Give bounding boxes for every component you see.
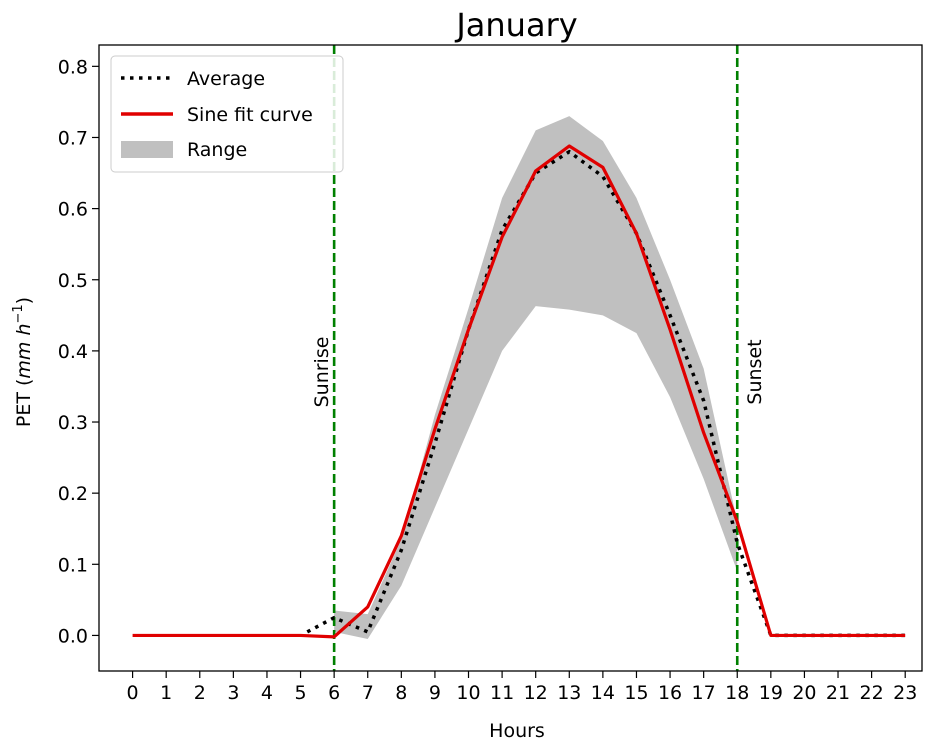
vertical-lines-layer: Sunrise Sunset: [311, 45, 766, 671]
range-band: [334, 116, 738, 639]
sine-fit-curve-line: [132, 144, 906, 639]
y-axis-label-close: ): [13, 297, 35, 304]
x-tick-label: 19: [759, 682, 783, 704]
x-tick-label: 2: [194, 682, 206, 704]
y-tick-label: 0.5: [58, 270, 88, 292]
x-tick-label: 0: [127, 682, 139, 704]
x-tick-label: 3: [227, 682, 239, 704]
x-tick-label: 1: [160, 682, 172, 704]
y-tick-label: 0.1: [58, 554, 88, 576]
chart-title: January: [454, 6, 577, 44]
x-tick-label: 12: [524, 682, 548, 704]
x-tick-label: 16: [658, 682, 682, 704]
legend-swatch-range: [121, 141, 173, 158]
x-tick-label: 9: [429, 682, 441, 704]
sunrise-label: Sunrise: [311, 337, 333, 408]
x-tick-label: 6: [328, 682, 340, 704]
y-tick-label: 0.0: [58, 625, 88, 647]
y-tick-label: 0.8: [58, 56, 88, 78]
y-tick-label: 0.4: [58, 341, 88, 363]
x-tick-label: 5: [295, 682, 307, 704]
x-tick-label: 20: [792, 682, 816, 704]
y-axis-label: PET (mm h−1): [11, 297, 35, 427]
y-tick-label: 0.6: [58, 199, 88, 221]
series-layer: [132, 144, 906, 639]
legend-label-average: Average: [187, 68, 265, 90]
y-tick-label: 0.7: [58, 127, 88, 149]
y-axis-label-unit: mm h: [13, 323, 35, 378]
y-axis-label-main: PET (: [13, 379, 35, 428]
x-tick-label: 21: [826, 682, 850, 704]
x-tick-label: 4: [261, 682, 273, 704]
x-tick-label: 7: [362, 682, 374, 704]
range-band-layer: [334, 116, 738, 639]
legend-label-sine-fit: Sine fit curve: [187, 104, 313, 126]
y-axis-label-exp: −1: [11, 304, 26, 323]
x-tick-label: 10: [456, 682, 480, 704]
legend-label-range: Range: [187, 139, 247, 161]
legend: Average Sine fit curve Range: [110, 55, 344, 173]
x-tick-label: 15: [624, 682, 648, 704]
x-tick-label: 23: [893, 682, 917, 704]
x-tick-label: 8: [395, 682, 407, 704]
plot-frame: [98, 44, 923, 672]
y-ticks: 0.0 0.1 0.2 0.3 0.4 0.5 0.6 0.7 0.8: [58, 56, 99, 647]
x-ticks: 0 1 2 3 4 5 6 7 8 9 10 11 12 13 14 15 16 17 18 19 20 21 22 23: [127, 671, 917, 704]
x-tick-label: 22: [860, 682, 884, 704]
x-tick-label: 11: [490, 682, 514, 704]
x-tick-label: 13: [557, 682, 581, 704]
x-tick-label: 18: [725, 682, 749, 704]
x-axis-label: Hours: [489, 720, 545, 742]
x-tick-label: 17: [692, 682, 716, 704]
y-tick-label: 0.3: [58, 412, 88, 434]
x-tick-label: 14: [591, 682, 615, 704]
y-tick-label: 0.2: [58, 483, 88, 505]
sunset-label: Sunset: [744, 339, 766, 404]
